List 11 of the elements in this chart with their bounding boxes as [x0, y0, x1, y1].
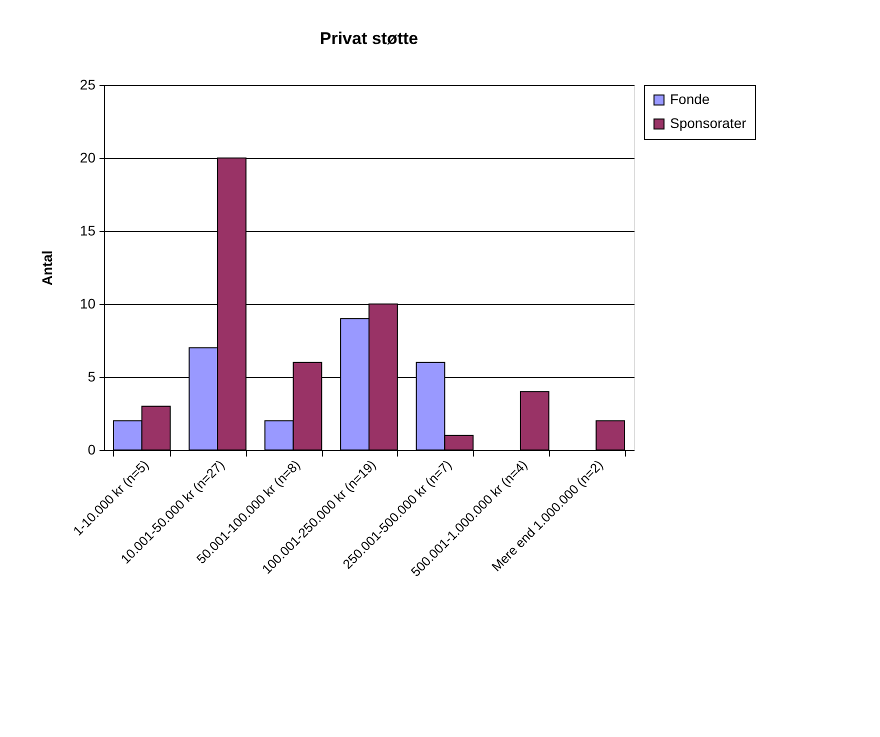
- y-tick-label: 20: [80, 150, 96, 166]
- y-axis-title: Antal: [38, 250, 55, 286]
- legend-label: Sponsorater: [670, 115, 747, 131]
- y-tick-label: 15: [80, 222, 96, 238]
- bar: [596, 420, 626, 450]
- y-tick-label: 0: [88, 442, 96, 458]
- y-tick-label: 5: [88, 368, 96, 384]
- chart-title: Privat støtte: [320, 29, 418, 48]
- y-tick-label: 10: [80, 296, 96, 312]
- legend-label: Fonde: [670, 91, 710, 107]
- y-tick-label: 25: [80, 76, 96, 92]
